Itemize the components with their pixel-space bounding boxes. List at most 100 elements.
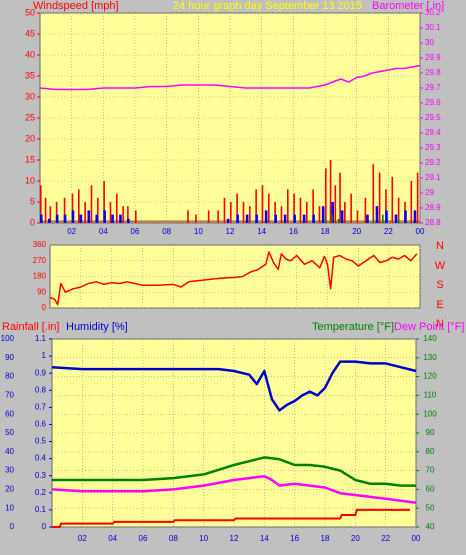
temp-tick-label: 140	[423, 334, 437, 343]
dir-tick-label: 270	[33, 256, 47, 265]
humidity-y-ticks: 0 10 20 30 40 50 60 70 80 90 100	[1, 334, 15, 531]
humidity-tick-label: 0	[10, 522, 15, 531]
wind-x-tick-label: 02	[67, 227, 76, 236]
rain-tick-label: 0.1	[35, 505, 47, 514]
wind-gust-bar	[217, 210, 219, 223]
wind-x-tick-label: 04	[99, 227, 108, 236]
baro-tick-label: 29.9	[425, 53, 441, 62]
temp-tick-label: 130	[423, 353, 437, 362]
barometer-series	[39, 64, 421, 91]
wind-gust-bar	[356, 210, 359, 223]
rain-tick-label: 0.9	[35, 368, 47, 377]
temp-tick-label: 40	[426, 522, 435, 531]
wind-gust-bar	[280, 206, 283, 223]
wind-gust-bar	[372, 164, 375, 223]
wind-bars	[40, 160, 419, 223]
wind-avg-bar	[63, 214, 67, 223]
wind-x-ticks: 02 04 06 08 10 12 14 16 18 20 22 00	[67, 227, 425, 236]
rainfall-series	[52, 508, 410, 528]
wind-gust-bar	[55, 202, 58, 223]
wind-avg-bar	[404, 210, 407, 223]
climate-x-tick-label: 16	[290, 534, 299, 543]
wind-avg-bar	[413, 210, 417, 223]
wind-gust-bar	[63, 197, 66, 223]
temp-tick-label: 60	[426, 485, 435, 494]
wind-avg-bar	[385, 210, 388, 223]
wind-avg-bar	[40, 214, 43, 223]
rain-tick-label: 0.6	[35, 420, 47, 429]
wind-avg-bar	[283, 214, 287, 223]
wind-low-bar	[397, 218, 400, 223]
baro-tick-label: 29.8	[425, 68, 441, 77]
humidity-tick-label: 90	[5, 353, 14, 362]
wind-avg-bar	[119, 214, 122, 223]
wind-x-tick-label: 16	[289, 227, 298, 236]
baro-tick-label: 29.7	[425, 83, 441, 92]
rain-tick-label: 0.8	[35, 385, 47, 394]
wind-gust-bar	[127, 206, 129, 223]
humidity-tick-label: 30	[5, 466, 14, 475]
wind-gust-bar	[249, 206, 251, 223]
wind-gust-bar	[350, 193, 352, 223]
wind-avg-bar	[47, 218, 51, 223]
barometer-line	[39, 64, 421, 91]
wind-tick-label: 15	[25, 154, 35, 164]
dir-tick-label: 180	[33, 272, 47, 281]
wind-gust-bar	[318, 206, 321, 223]
wind-avg-bar	[71, 210, 75, 223]
climate-x-ticks: 02 04 06 08 10 12 14 16 18 20 22 00	[78, 534, 421, 543]
humidity-series	[51, 360, 417, 412]
baro-tick-label: 29.3	[425, 143, 441, 152]
wind-gust-bar	[230, 202, 232, 223]
climate-x-tick-label: 08	[169, 534, 178, 543]
wind-gust-bar	[78, 189, 80, 223]
wind-x-tick-label: 10	[194, 227, 203, 236]
wind-low-bar	[372, 218, 375, 223]
wind-x-tick-label: 22	[384, 227, 393, 236]
baro-tick-label: 30.1	[425, 23, 441, 32]
wind-avg-bar	[293, 214, 296, 223]
wind-avg-bar	[127, 218, 130, 223]
wind-x-tick-label: 14	[257, 227, 266, 236]
baro-tick-label: 28.8	[425, 218, 441, 227]
wind-tick-label: 40	[25, 49, 35, 59]
baro-tick-label: 30.2	[425, 8, 441, 17]
wind-gust-bar	[261, 185, 264, 223]
wind-gust-bar	[207, 210, 210, 223]
wind-avg-bar	[55, 214, 59, 223]
wind-gust-bar	[40, 185, 42, 223]
humidity-tick-label: 20	[5, 485, 14, 494]
wind-avg-bar	[87, 210, 91, 223]
wind-y-ticks: 0 5 10 15 20 25 30 35 40 45 50	[25, 7, 40, 227]
wind-low-bar	[325, 218, 327, 223]
wind-gust-bar	[325, 168, 327, 223]
wind-gust-bar	[391, 176, 394, 223]
wind-tick-label: 20	[25, 133, 35, 143]
wind-gust-bar	[84, 202, 86, 223]
wind-gust-bar	[242, 202, 245, 223]
wind-avg-bar	[111, 214, 114, 223]
climate-x-tick-label: 14	[260, 534, 269, 543]
wind-gust-bar	[334, 185, 337, 223]
wind-gust-bar	[416, 172, 419, 223]
wind-gust-bar	[293, 193, 295, 223]
wind-gust-bar	[44, 197, 47, 223]
wind-gust-bar	[329, 160, 332, 223]
temp-tick-label: 80	[426, 447, 435, 456]
wind-gust-bar	[122, 206, 124, 223]
temp-tick-label: 90	[426, 428, 435, 437]
wind-tick-label: 10	[25, 175, 35, 185]
rain-tick-label: 0	[42, 522, 47, 531]
humidity-tick-label: 50	[5, 428, 14, 437]
wind-low-bar	[331, 214, 333, 223]
wind-gust-bar	[223, 197, 226, 223]
baro-tick-label: 28.9	[425, 203, 441, 212]
climate-x-tick-label: 20	[351, 534, 360, 543]
wind-avg-bar	[340, 210, 344, 223]
wind-gust-bar	[364, 197, 367, 223]
baro-tick-label: 29	[425, 188, 434, 197]
